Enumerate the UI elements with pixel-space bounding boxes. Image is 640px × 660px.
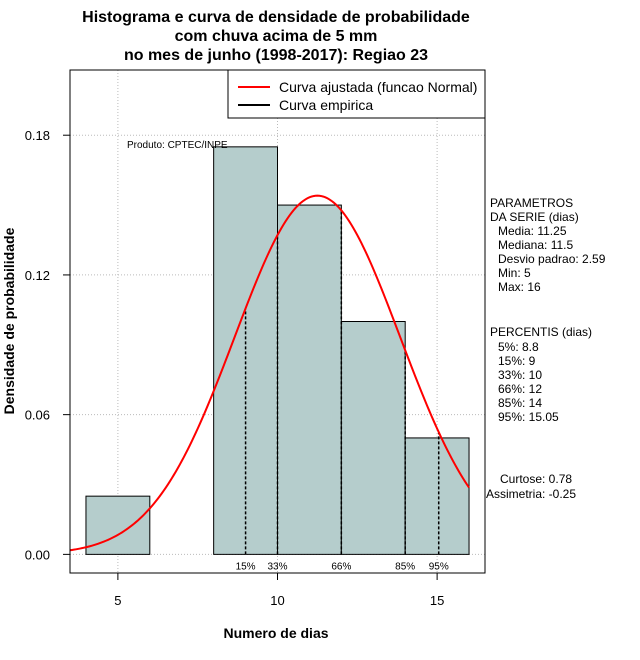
histogram-bar bbox=[277, 204, 342, 555]
y-tick-label: 0.12 bbox=[25, 268, 50, 283]
chart-title-line-1: Histograma e curva de densidade de proba… bbox=[82, 9, 470, 26]
legend: Curva ajustada (funcao Normal) Curva emp… bbox=[227, 69, 486, 119]
percentis-5: 5%: 8.8 bbox=[498, 340, 539, 354]
x-tick-label: 5 bbox=[114, 593, 121, 608]
parametros-min: Min: 5 bbox=[498, 266, 531, 280]
percentis-15: 15%: 9 bbox=[498, 354, 536, 368]
histogram-bar bbox=[85, 495, 151, 555]
percentile-label: 66% bbox=[331, 561, 351, 572]
x-axis-label: Numero de dias bbox=[223, 625, 328, 641]
percentile-label: 33% bbox=[267, 561, 287, 572]
normal-curve bbox=[69, 194, 470, 552]
chart-title-line-2: com chuva acima de 5 mm bbox=[175, 28, 378, 45]
axis-ticks: 5 10 15 0.00 0.06 0.12 0.18 bbox=[25, 128, 445, 608]
legend-label-normal-curve: Curva ajustada (funcao Normal) bbox=[279, 79, 477, 95]
x-tick-label: 10 bbox=[270, 593, 284, 608]
chart-title-line-3: no mes de junho (1998-2017): Regiao 23 bbox=[124, 47, 428, 64]
percentile-lines: 15% 33% 66% 85% 95% bbox=[236, 210, 449, 572]
parametros-mediana: Mediana: 11.5 bbox=[498, 238, 573, 252]
parametros-desvio: Desvio padrao: 2.59 bbox=[498, 252, 606, 266]
shape-stats-panel: Curtose: 0.78 Assimetria: -0.25 bbox=[486, 472, 576, 501]
curtose: Curtose: 0.78 bbox=[500, 472, 572, 486]
percentile-label: 85% bbox=[395, 561, 415, 572]
percentis-85: 85%: 14 bbox=[498, 396, 542, 410]
percentis-33: 33%: 10 bbox=[498, 368, 542, 382]
product-annotation: Produto: CPTEC/INPE bbox=[127, 140, 228, 151]
histogram-bar bbox=[340, 321, 406, 555]
parametros-max: Max: 16 bbox=[498, 280, 541, 294]
parametros-heading-1: PARAMETROS bbox=[490, 196, 573, 210]
histogram-bar bbox=[404, 437, 470, 555]
y-axis-label: Densidade de probabilidade bbox=[1, 227, 17, 414]
legend-label-empirical-curve: Curva empirica bbox=[279, 97, 373, 113]
assimetria: Assimetria: -0.25 bbox=[486, 487, 576, 501]
normal-curve-line bbox=[69, 194, 470, 552]
series-parameters-panel: PARAMETROS DA SERIE (dias) Media: 11.25 … bbox=[490, 196, 606, 294]
percentile-label: 95% bbox=[429, 561, 449, 572]
percentis-heading: PERCENTIS (dias) bbox=[490, 325, 592, 339]
percentis-95: 95%: 15.05 bbox=[498, 410, 559, 424]
percentis-66: 66%: 12 bbox=[498, 382, 542, 396]
percentile-label: 15% bbox=[236, 561, 256, 572]
y-tick-label: 0.06 bbox=[25, 408, 50, 423]
y-tick-label: 0.18 bbox=[25, 128, 50, 143]
parametros-media: Media: 11.25 bbox=[498, 224, 567, 238]
parametros-heading-2: DA SERIE (dias) bbox=[490, 210, 579, 224]
y-tick-label: 0.00 bbox=[25, 547, 50, 562]
legend-box bbox=[227, 69, 486, 119]
percentiles-panel: PERCENTIS (dias) 5%: 8.8 15%: 9 33%: 10 … bbox=[490, 325, 592, 424]
x-tick-label: 15 bbox=[430, 593, 444, 608]
